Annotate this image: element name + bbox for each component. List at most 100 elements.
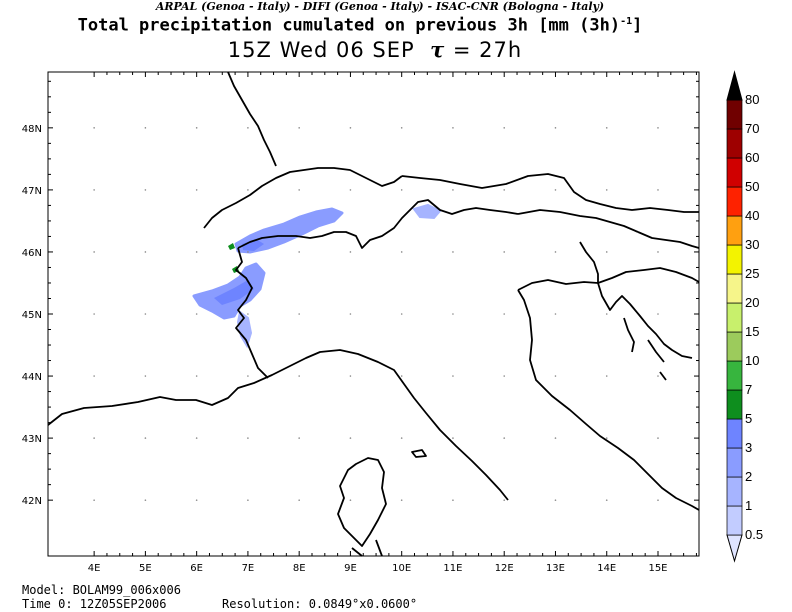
graticule-dot [554, 313, 557, 315]
resolution-label: Resolution: 0.0849°x0.0600° [222, 597, 418, 611]
graticule-dot [298, 127, 300, 129]
graticule-dot [503, 127, 506, 129]
lon-label: 10E [392, 563, 411, 574]
tau-value: = 27h [452, 38, 523, 62]
graticule-dot [554, 189, 557, 191]
lon-label: 13E [546, 563, 565, 574]
border-austria [401, 173, 699, 213]
graticule-dot [503, 251, 506, 253]
time0-label: Time 0: 12Z05SEP2006 [22, 597, 167, 611]
graticule-dot [503, 375, 506, 377]
graticule-dot [93, 313, 95, 315]
graticule-dot [349, 375, 352, 377]
colorbar-box [726, 215, 743, 246]
colorbar-label: 60 [745, 150, 759, 165]
lon-label: 15E [648, 563, 667, 574]
lat-label: 45N [22, 310, 42, 321]
lon-label: 14E [597, 563, 616, 574]
colorbar-box [726, 447, 743, 478]
graticule-dot [298, 251, 300, 253]
graticule-dot [349, 313, 352, 315]
colorbar-label: 2 [745, 469, 752, 484]
border-france-italy [235, 247, 269, 379]
graticule-dot [503, 189, 506, 191]
lon-label: 5E [139, 563, 152, 574]
coast-italy-adriatic [517, 289, 700, 511]
border-swiss-south [237, 199, 519, 249]
graticule-dot [93, 375, 95, 377]
colorbar-label: 10 [745, 353, 759, 368]
colorbar-box [726, 476, 743, 507]
graticule-dot [605, 499, 608, 501]
colorbar-label: 50 [745, 179, 759, 194]
colorbar-under-triangle [726, 534, 743, 563]
graticule-dot [452, 499, 454, 501]
graticule-dot [93, 251, 95, 253]
graticule-dot [605, 189, 608, 191]
graticule-dot [400, 251, 403, 253]
colorbar-box [726, 505, 743, 536]
graticule-dot [657, 313, 659, 315]
graticule-dot [503, 499, 506, 501]
colorbar-box [726, 302, 743, 333]
colorbar-box [726, 273, 743, 304]
lat-label: 48N [22, 124, 42, 135]
graticule-dot [93, 189, 95, 191]
precip-core-north [242, 239, 264, 251]
border-hungary-croatia [597, 267, 700, 284]
graticule-dot [605, 313, 608, 315]
graticule-dot [400, 499, 403, 501]
sardinia-top [351, 539, 383, 557]
graticule-dot [144, 251, 147, 253]
lon-label: 12E [495, 563, 514, 574]
graticule-dot [195, 375, 198, 377]
lat-label: 42N [22, 496, 42, 507]
graticule-dot [349, 127, 352, 129]
graticule-dot [657, 251, 659, 253]
graticule-dot [554, 437, 557, 439]
map-frame [47, 71, 700, 557]
colorbar-box [726, 186, 743, 217]
graticule-dot [605, 375, 608, 377]
graticule-dot [144, 375, 147, 377]
graticule-dot [247, 375, 249, 377]
graticule-dot [298, 375, 300, 377]
colorbar-label: 40 [745, 208, 759, 223]
colorbar-box [726, 244, 743, 275]
product-title-text: Total precipitation cumulated on previou… [77, 15, 621, 36]
graticule-dot [93, 127, 95, 129]
graticule-dot [144, 189, 147, 191]
colorbar: 0.5 1 2 3 5 7 10 15 20 25 30 40 50 60 70 80 [726, 70, 763, 563]
graticule-dot [195, 127, 198, 129]
colorbar-over-triangle [726, 70, 743, 101]
valid-time: 15Z Wed 06 SEP [227, 38, 415, 62]
colorbar-box [726, 99, 743, 130]
latitude-labels: 42N 43N 44N 45N 46N 47N 48N [22, 124, 42, 507]
graticule-dot [144, 437, 147, 439]
lat-label: 47N [22, 186, 42, 197]
graticule-dot [195, 313, 198, 315]
precip-area-lepontine [412, 203, 442, 220]
colorbar-label: 5 [745, 411, 752, 426]
graticule-dot [605, 127, 608, 129]
colorbar-box [726, 418, 743, 449]
graticule-dot [657, 499, 659, 501]
corsica-coast [337, 457, 387, 547]
colorbar-label: 25 [745, 266, 759, 281]
graticule-dot [452, 437, 454, 439]
precip-max-north [228, 243, 235, 250]
colorbar-label: 0.5 [745, 527, 763, 542]
coast-venice [517, 279, 599, 291]
border-germany-north [227, 71, 277, 167]
graticule-dot [93, 437, 95, 439]
graticule-dot [349, 437, 352, 439]
colorbar-label: 15 [745, 324, 759, 339]
lat-label: 43N [22, 434, 42, 445]
graticule-dot [452, 127, 454, 129]
graticule-dot [452, 375, 454, 377]
lon-label: 7E [242, 563, 255, 574]
graticule-dot [349, 189, 352, 191]
colorbar-label: 70 [745, 121, 759, 136]
graticule-dot [247, 251, 249, 253]
